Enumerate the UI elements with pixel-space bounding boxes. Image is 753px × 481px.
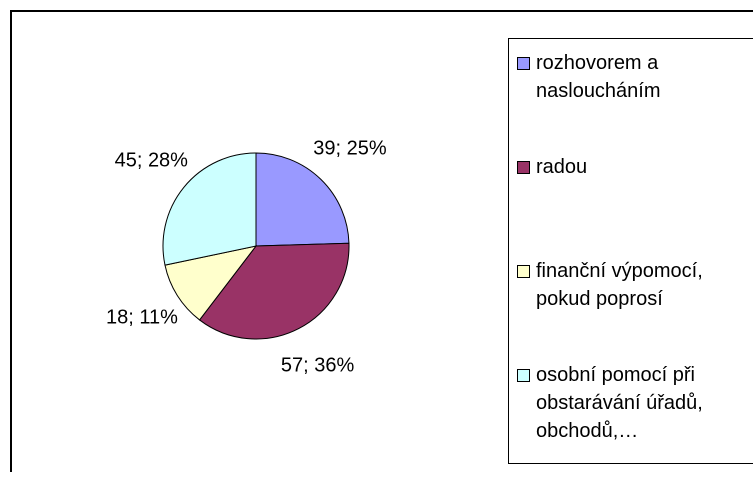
legend-swatch	[517, 57, 530, 70]
chart-frame	[10, 10, 753, 472]
legend: rozhovorem a nasloucháním radou finanční v…	[508, 38, 753, 464]
pie-slice	[164, 245, 258, 321]
pie-slice	[162, 152, 257, 266]
data-label: 45; 28%	[115, 149, 189, 171]
legend-label: radou	[536, 156, 588, 178]
legend-label: finanční výpomocí, pokud poprosí	[536, 260, 703, 310]
data-label: 57; 36%	[281, 354, 355, 376]
legend-swatch	[517, 265, 530, 278]
data-label: 39; 25%	[313, 138, 387, 160]
legend-swatch	[517, 369, 530, 382]
legend-label: rozhovorem a nasloucháním	[536, 52, 661, 102]
pie-slice	[198, 242, 350, 340]
data-label: 18; 11%	[106, 306, 178, 328]
legend-label: osobní pomocí při obstarávání úřadů, obc…	[536, 364, 703, 442]
legend-swatch	[517, 161, 530, 174]
pie-slice	[255, 152, 350, 247]
